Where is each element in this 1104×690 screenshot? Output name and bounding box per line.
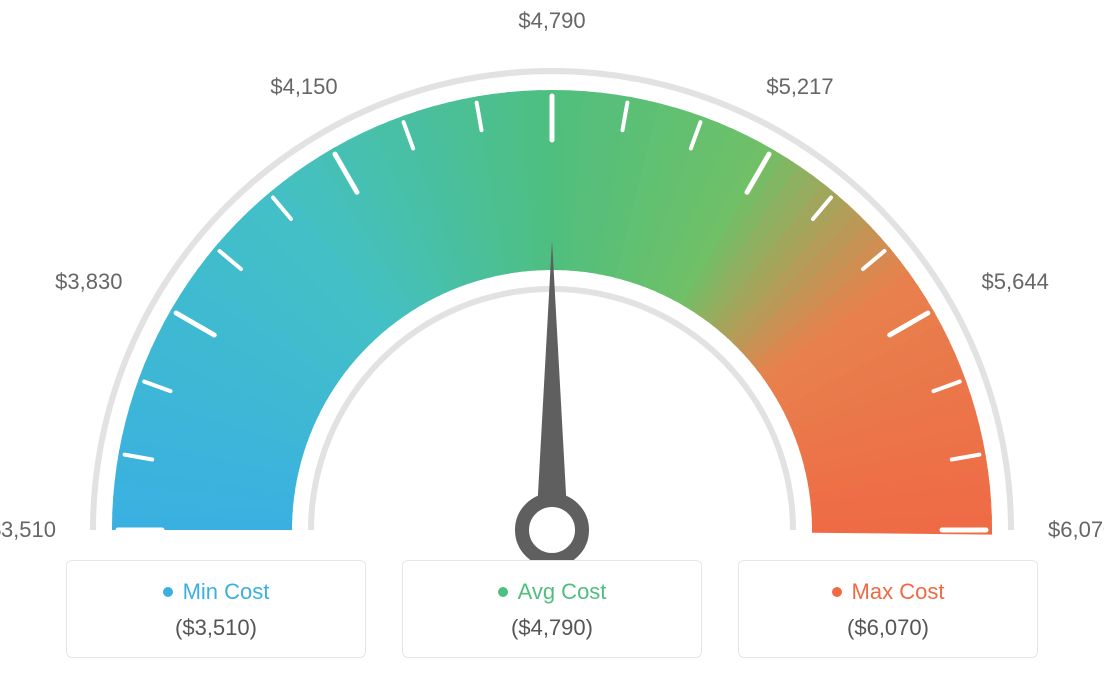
legend-value-min: ($3,510) bbox=[77, 615, 355, 641]
gauge-tick-label: $5,644 bbox=[982, 269, 1049, 295]
legend-dot-max bbox=[832, 587, 842, 597]
legend-card-max: Max Cost ($6,070) bbox=[738, 560, 1038, 658]
legend-label-max: Max Cost bbox=[852, 579, 945, 605]
legend-card-min: Min Cost ($3,510) bbox=[66, 560, 366, 658]
cost-gauge: $3,510 $3,830 $4,150 $4,790 $5,217 $5,644 $6,0… bbox=[0, 0, 1104, 560]
legend-card-avg: Avg Cost ($4,790) bbox=[402, 560, 702, 658]
gauge-tick-label: $4,790 bbox=[518, 8, 585, 34]
legend-dot-min bbox=[163, 587, 173, 597]
legend-row: Min Cost ($3,510) Avg Cost ($4,790) Max … bbox=[0, 560, 1104, 658]
gauge-tick-label: $6,070 bbox=[1048, 517, 1104, 543]
gauge-tick-label: $3,830 bbox=[55, 269, 122, 295]
gauge-svg bbox=[0, 0, 1104, 560]
gauge-tick-label: $3,510 bbox=[0, 517, 56, 543]
gauge-tick-label: $5,217 bbox=[766, 74, 833, 100]
gauge-tick-label: $4,150 bbox=[270, 74, 337, 100]
legend-value-avg: ($4,790) bbox=[413, 615, 691, 641]
legend-dot-avg bbox=[498, 587, 508, 597]
legend-value-max: ($6,070) bbox=[749, 615, 1027, 641]
legend-label-min: Min Cost bbox=[183, 579, 270, 605]
legend-label-avg: Avg Cost bbox=[518, 579, 607, 605]
